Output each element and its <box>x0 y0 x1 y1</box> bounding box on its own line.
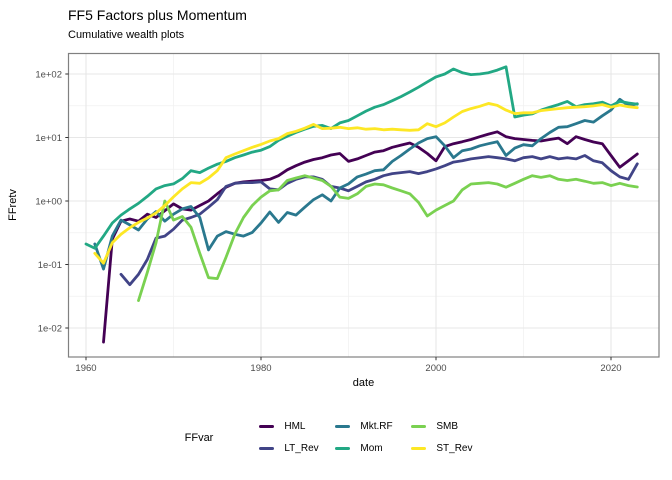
y-tick-label: 1e-01 <box>38 260 62 271</box>
y-tick-label: 1e+01 <box>35 133 62 144</box>
x-tick-label: 1980 <box>250 363 271 374</box>
x-tick-label: 2000 <box>425 363 446 374</box>
x-tick-label: 2020 <box>600 363 621 374</box>
series-line-Mom <box>84 65 639 250</box>
plot-title: FF5 Factors plus Momentum <box>68 7 247 23</box>
legend-label: SMB <box>436 421 459 432</box>
legend-item-HML: HML <box>259 421 335 432</box>
legend-items: HML LT_Rev Mkt.RF Mom SMB ST_Rev <box>259 419 487 456</box>
series-line-SMB <box>137 174 639 303</box>
panel-border <box>67 52 660 358</box>
legend-label: HML <box>284 421 306 432</box>
series-line-LT_Rev <box>119 154 639 287</box>
legend: FFvar HML LT_Rev Mkt.RF Mom SMB ST_Rev <box>0 419 672 456</box>
y-tick-label: 1e-02 <box>38 323 62 334</box>
legend-label: Mkt.RF <box>360 421 393 432</box>
y-axis-title: FFretv <box>7 189 19 221</box>
gridlines <box>68 53 659 357</box>
legend-title: FFvar <box>184 431 214 444</box>
series-line-ST_Rev <box>93 102 639 265</box>
series-lines <box>84 65 639 344</box>
series-line-HML <box>102 130 639 344</box>
axis-ticks: 1960 1980 2000 2020 1e-02 1e-01 1e+00 1e+01 1e+0… <box>35 69 621 374</box>
series-line-Mkt.RF <box>93 97 639 271</box>
legend-item-Mkt.RF: Mkt.RF <box>335 421 411 432</box>
legend-key-icon <box>335 424 351 429</box>
y-tick-label: 1e+02 <box>35 69 62 80</box>
legend-key-icon <box>411 424 427 429</box>
legend-key-icon <box>259 446 275 451</box>
legend-key-icon <box>335 446 351 451</box>
legend-key-icon <box>259 424 275 429</box>
legend-label: LT_Rev <box>284 443 319 454</box>
legend-label: ST_Rev <box>436 443 473 454</box>
legend-item-LT_Rev: LT_Rev <box>259 443 335 454</box>
plot-subtitle: Cumulative wealth plots <box>68 29 185 41</box>
legend-item-Mom: Mom <box>335 443 411 454</box>
x-tick-label: 1960 <box>75 363 96 374</box>
legend-item-ST_Rev: ST_Rev <box>411 443 487 454</box>
legend-label: Mom <box>360 443 383 454</box>
legend-key-icon <box>411 446 427 451</box>
chart-panel: 1960 1980 2000 2020 1e-02 1e-01 1e+00 1e+01 1e+0… <box>35 52 660 374</box>
x-axis-title: date <box>352 377 375 389</box>
legend-item-SMB: SMB <box>411 421 487 432</box>
y-tick-label: 1e+00 <box>35 196 62 207</box>
